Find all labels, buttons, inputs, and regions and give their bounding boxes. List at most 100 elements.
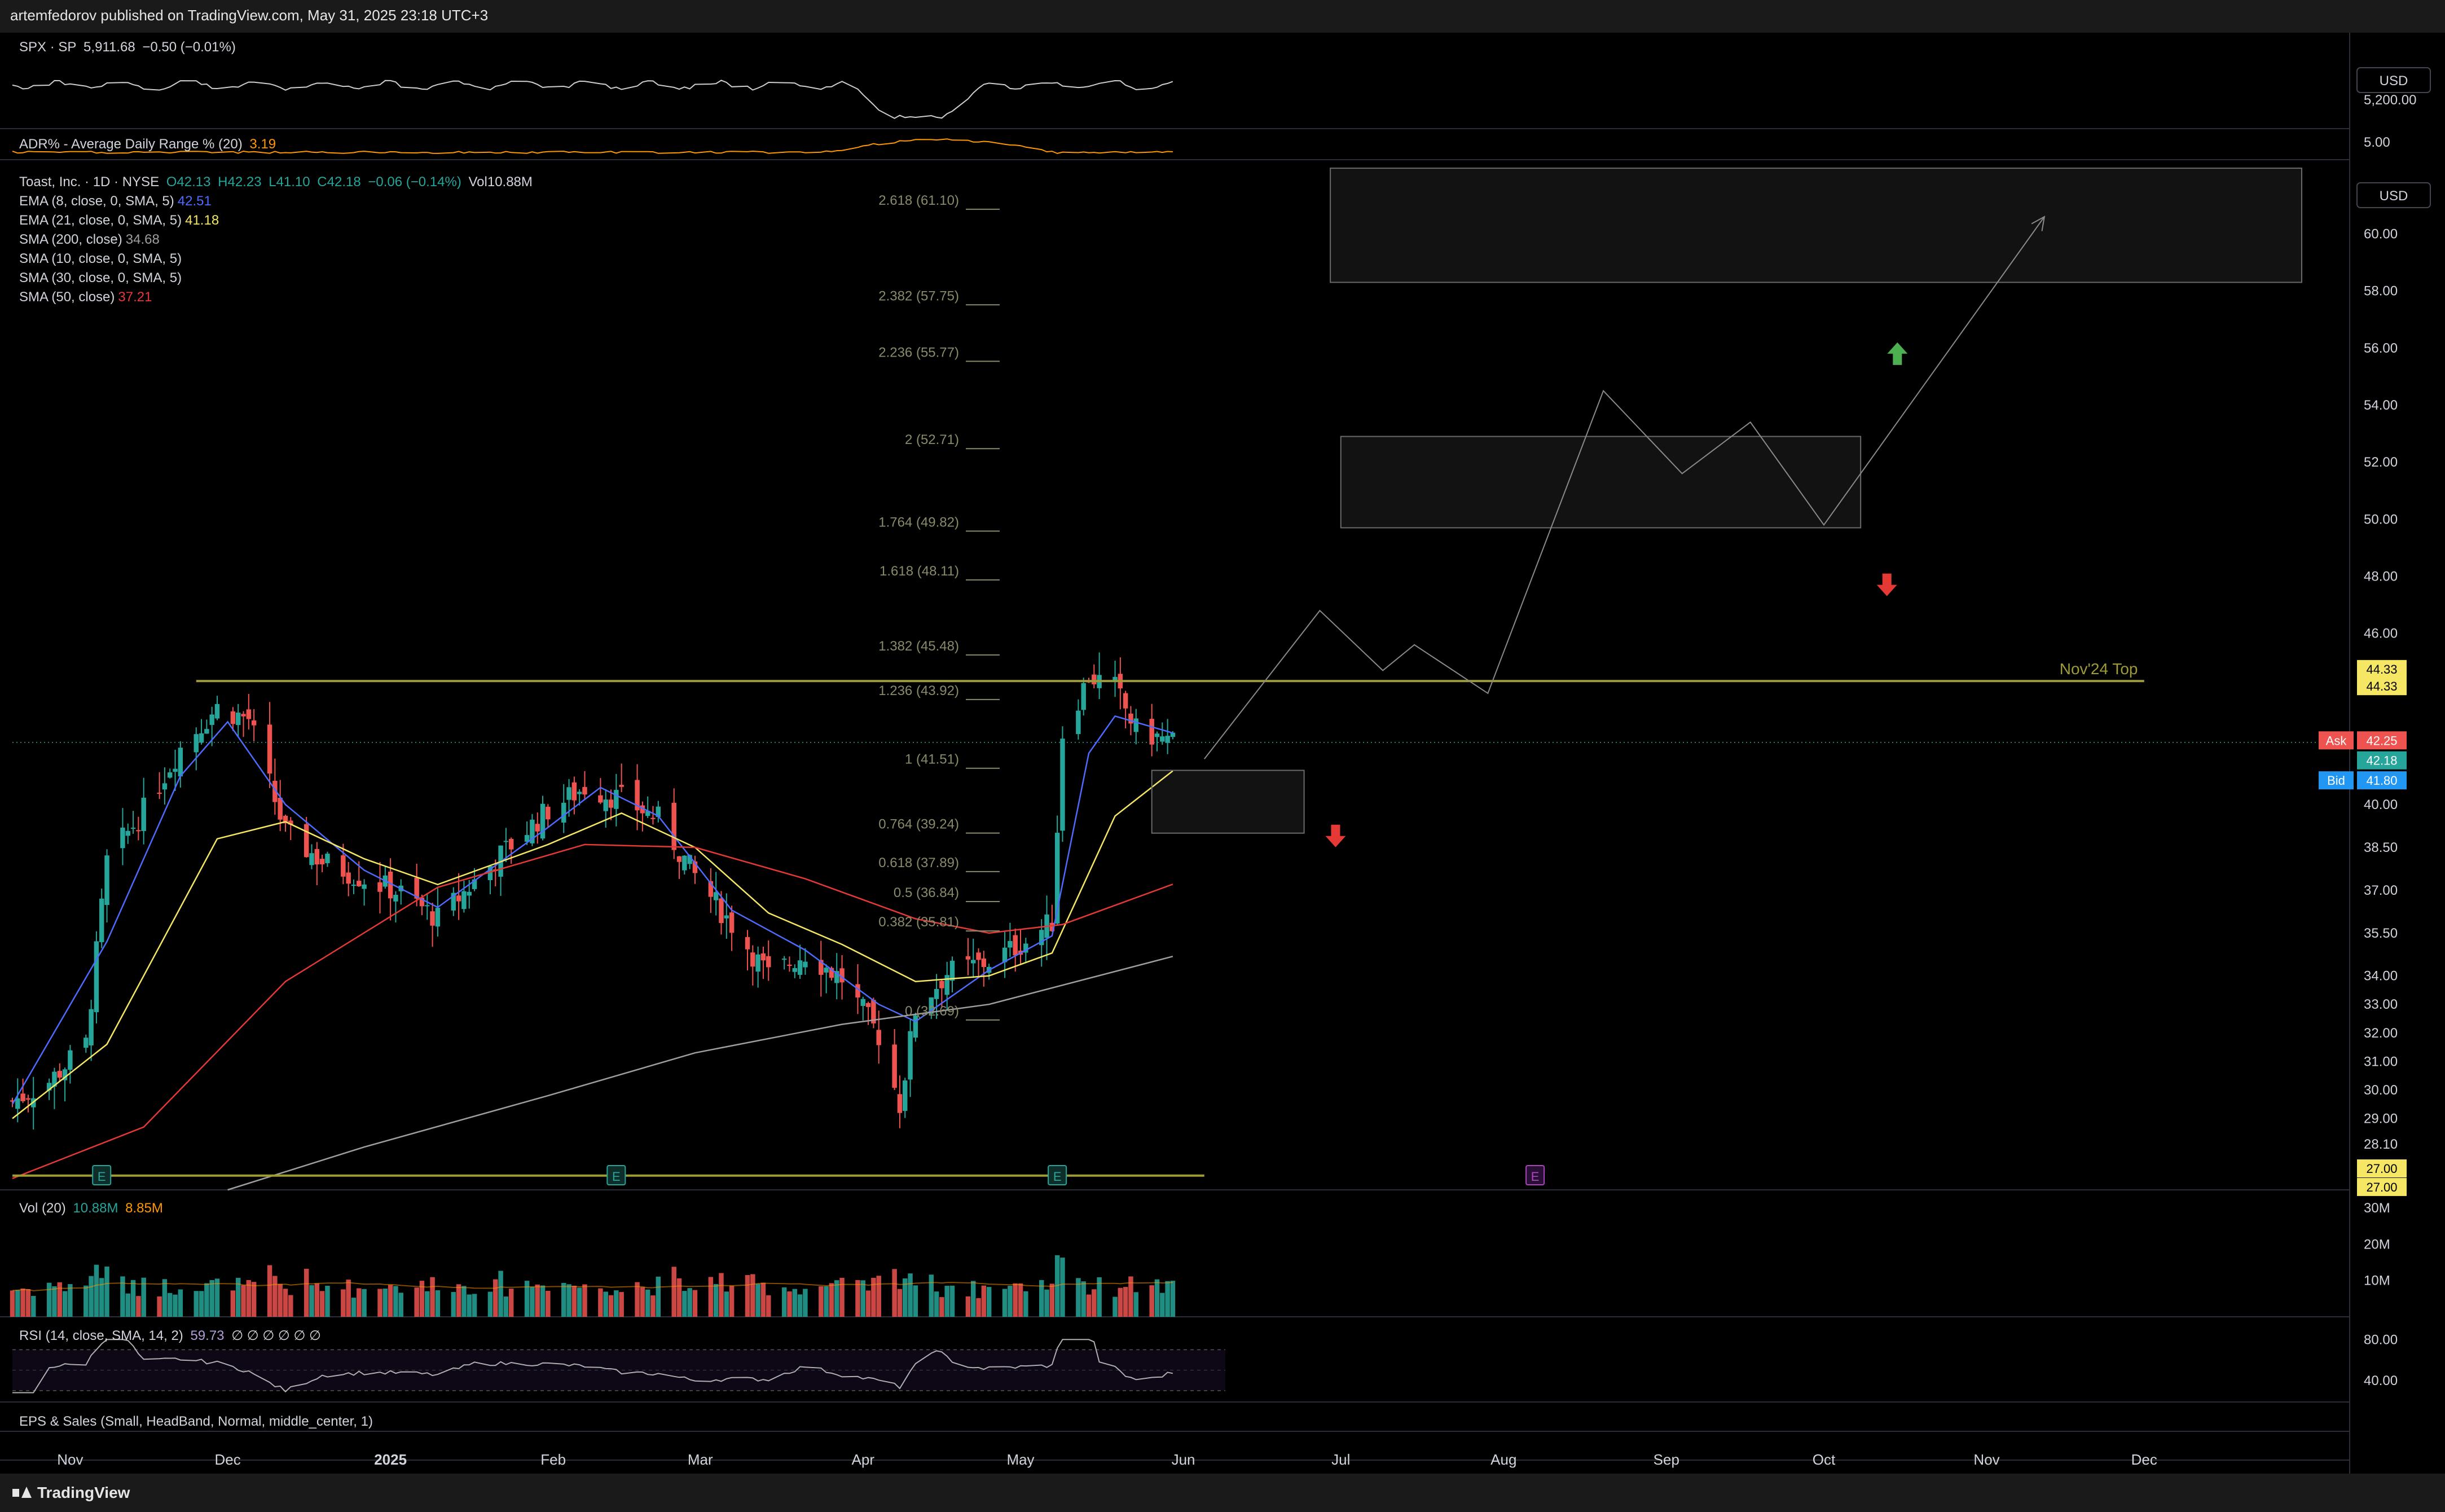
candle-body <box>803 961 808 968</box>
volume-bar <box>1049 1284 1055 1317</box>
volume-bar <box>571 1286 577 1317</box>
time-tick-label: Nov <box>1973 1451 1999 1468</box>
volume-bar <box>472 1294 477 1317</box>
target-zone-box <box>1151 770 1305 834</box>
time-tick-label: Sep <box>1654 1451 1679 1468</box>
volume-bar <box>94 1264 99 1317</box>
volume-bar <box>1160 1293 1165 1317</box>
indicator-row[interactable]: SMA (200, close) 34.68 <box>19 230 536 249</box>
volume-bar <box>1170 1281 1176 1317</box>
chart-canvas[interactable]: Nov'24 Top 2.618 (61.10) 2.382 (57.75) 2.23… <box>0 33 2445 1474</box>
volume-bar <box>603 1291 608 1317</box>
candle-body <box>682 855 687 871</box>
candle-body <box>62 1069 68 1080</box>
volume-tick-label: 10M <box>2364 1273 2390 1289</box>
volume-bar <box>939 1297 944 1317</box>
candle-body <box>540 803 546 839</box>
price-tag-value: 27.00 <box>2366 1180 2397 1194</box>
indicator-row[interactable]: EMA (21, close, 0, SMA, 5) 41.18 <box>19 211 536 230</box>
volume-bar <box>456 1284 461 1317</box>
volume-bar <box>461 1286 467 1317</box>
tradingview-logo[interactable]: TradingView <box>12 1484 130 1502</box>
adr-axis-label: 5.00 <box>2364 135 2390 150</box>
earnings-label: E <box>1053 1170 1062 1184</box>
volume-bar <box>834 1280 839 1317</box>
volume-bar <box>871 1277 876 1317</box>
volume-bar <box>136 1296 141 1317</box>
eps-legend[interactable]: EPS & Sales (Small, HeadBand, Normal, mi… <box>19 1414 376 1430</box>
indicator-row[interactable]: EMA (8, close, 0, SMA, 5) 42.51 <box>19 192 536 211</box>
price-tick-label: 35.50 <box>2364 926 2398 941</box>
rsi-pane <box>12 1339 1225 1394</box>
candle-body <box>981 958 987 967</box>
price-tick-label: 50.00 <box>2364 512 2398 527</box>
main-price-pane: Nov'24 Top 2.618 (61.10) 2.382 (57.75) 2.23… <box>10 168 2350 1191</box>
price-tag-value: 42.18 <box>2366 754 2397 768</box>
volume-bar <box>382 1288 388 1317</box>
price-tag-label: Bid <box>2327 773 2345 788</box>
target-zone-box <box>1340 436 1862 529</box>
candle-body <box>650 817 656 819</box>
volume-bar <box>230 1290 236 1317</box>
volume-bar <box>876 1276 881 1317</box>
price-tag-value: 27.00 <box>2366 1162 2397 1176</box>
volume-bar <box>687 1288 692 1317</box>
indicator-line <box>12 770 1173 1119</box>
candle-body <box>944 975 949 995</box>
volume-tick-label: 20M <box>2364 1237 2390 1252</box>
indicator-row[interactable]: SMA (10, close, 0, SMA, 5) <box>19 249 536 269</box>
indicator-row[interactable]: SMA (30, close, 0, SMA, 5) <box>19 269 536 288</box>
volume-bar <box>214 1278 220 1317</box>
volume-tick-label: 30M <box>2364 1201 2390 1216</box>
indicator-row[interactable]: SMA (50, close) 37.21 <box>19 288 536 307</box>
candle-body <box>1013 935 1018 956</box>
time-tick-label: Oct <box>1813 1451 1836 1468</box>
candle-body <box>865 1003 871 1007</box>
rsi-tick-label: 80.00 <box>2364 1332 2398 1347</box>
volume-bar <box>89 1276 94 1317</box>
time-tick-label: Aug <box>1490 1451 1516 1468</box>
candle-body <box>162 783 168 790</box>
fib-level-label: 2.236 (55.77) <box>878 345 959 360</box>
candle-body <box>614 790 619 809</box>
candle-body <box>656 806 661 817</box>
candle-body <box>1170 732 1176 737</box>
adr-legend[interactable]: ADR% - Average Daily Range % (20) 3.19 <box>19 137 279 152</box>
indicator-value: 37.21 <box>118 289 152 305</box>
volume-bar <box>451 1292 456 1317</box>
candle-body <box>309 853 314 865</box>
candle-body <box>724 915 729 918</box>
price-tick-label: 46.00 <box>2364 626 2398 641</box>
volume-bar <box>10 1290 15 1317</box>
indicator-label: EMA (21, close, 0, SMA, 5) <box>19 213 182 228</box>
currency-label: USD <box>2380 73 2408 89</box>
candle-body <box>25 1098 31 1100</box>
volume-bar <box>1018 1283 1023 1317</box>
fib-level-label: 1.382 (45.48) <box>878 639 959 654</box>
candle-body <box>414 877 419 899</box>
rsi-title: RSI (14, close, SMA, 14, 2) <box>19 1328 183 1343</box>
candle-body <box>908 1031 913 1080</box>
candle-body <box>1123 693 1128 709</box>
rsi-dots: ∅ ∅ ∅ ∅ ∅ ∅ <box>231 1328 321 1343</box>
price-tick-label: 30.00 <box>2364 1083 2398 1098</box>
volume-bar <box>1097 1277 1102 1317</box>
candle-body <box>640 805 645 814</box>
spx-legend[interactable]: SPX · SP 5,911.68 −0.50 (−0.01%) <box>19 39 239 55</box>
volume-bar <box>167 1293 173 1317</box>
volume-bar <box>976 1298 981 1317</box>
adr-pane <box>12 138 1173 155</box>
candle-body <box>419 897 425 907</box>
candle-body <box>209 714 214 725</box>
volume-legend[interactable]: Vol (20) 10.88M 8.85M <box>19 1201 166 1216</box>
main-legend[interactable]: Toast, Inc. · 1D · NYSE O42.13 H42.23 L4… <box>19 173 536 307</box>
brand-name: TradingView <box>37 1484 130 1501</box>
rsi-legend[interactable]: RSI (14, close, SMA, 14, 2) 59.73 ∅ ∅ ∅ … <box>19 1328 324 1344</box>
volume-bar <box>99 1278 104 1317</box>
fib-level-label: 0.618 (37.89) <box>878 855 959 871</box>
candle-body <box>929 997 934 1014</box>
volume-ma-value: 8.85M <box>125 1201 163 1216</box>
volume-bar <box>267 1265 272 1317</box>
spx-axis-label: 5,200.00 <box>2364 93 2416 108</box>
volume-bar <box>750 1274 755 1317</box>
